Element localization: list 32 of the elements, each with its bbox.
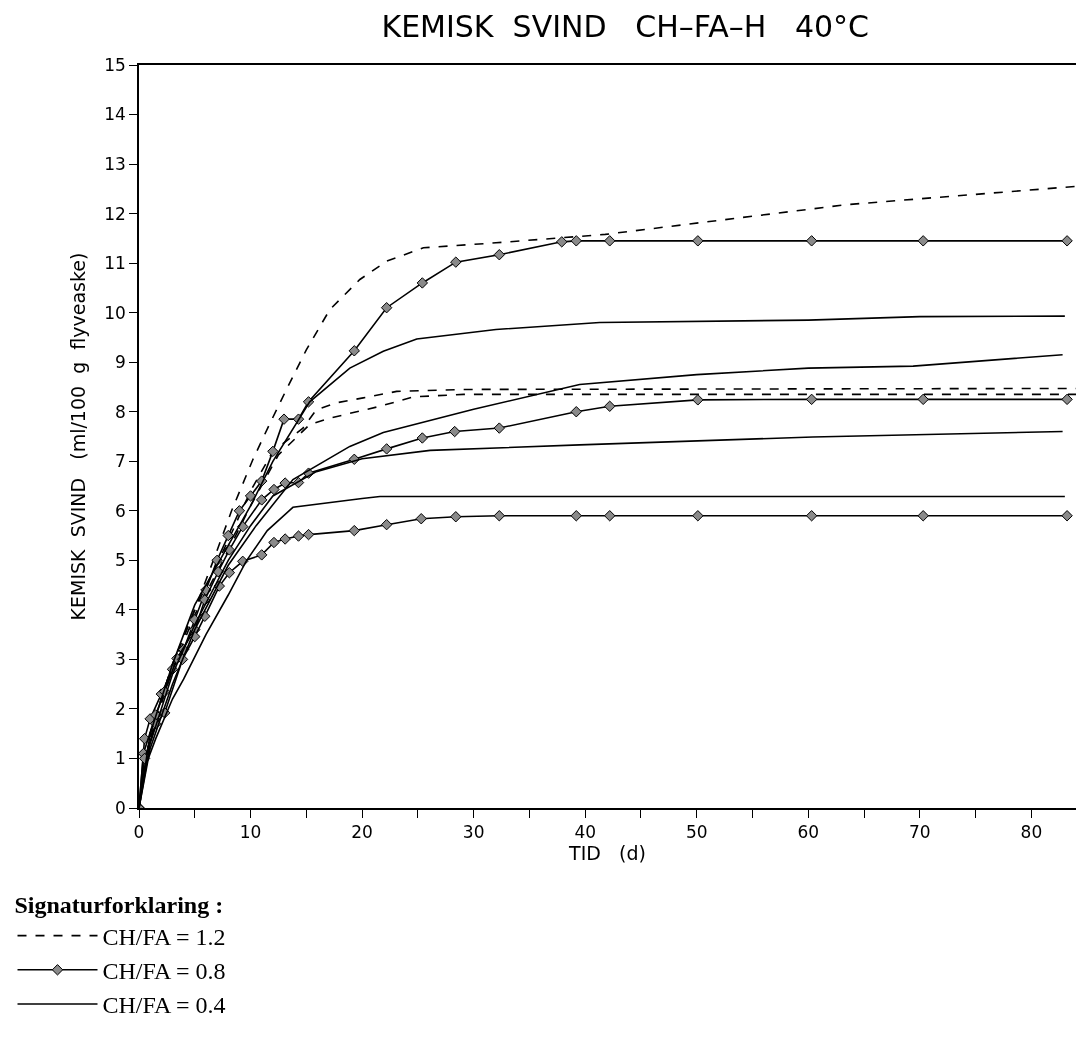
y-tick-label: 7: [115, 451, 126, 472]
y-tick-label: 12: [104, 203, 126, 224]
x-tick-label: 50: [685, 822, 708, 843]
y-tick-label: 2: [115, 698, 126, 719]
y-tick-label: 4: [115, 599, 126, 620]
x-axis-title: TID (d): [568, 842, 646, 865]
y-tick-label: 15: [104, 54, 126, 75]
x-tick-label: 30: [462, 822, 485, 843]
x-tick-label: 80: [1020, 822, 1043, 843]
x-tick-label: 0: [133, 822, 145, 843]
y-tick-label: 5: [115, 550, 126, 571]
y-tick-label: 8: [115, 401, 126, 422]
x-tick-label: 20: [351, 822, 373, 843]
y-tick-label: 14: [104, 104, 126, 125]
y-axis-title: KEMISK SVIND (ml/100 g flyveaske): [66, 252, 89, 621]
chart-title: KEMISK SVIND CH–FA–H 40°C: [381, 8, 870, 44]
y-tick-label: 0: [115, 797, 126, 818]
legend-title: Signaturforklaring :: [14, 892, 224, 919]
x-tick-label: 60: [797, 822, 820, 843]
y-tick-label: 10: [104, 302, 126, 323]
legend-label: CH/FA = 0.8: [102, 958, 226, 985]
y-tick-label: 3: [115, 649, 126, 670]
y-tick-label: 13: [104, 154, 126, 175]
x-tick-label: 10: [239, 822, 262, 843]
y-tick-label: 9: [115, 352, 126, 373]
x-tick-label: 40: [574, 822, 597, 843]
y-tick-label: 1: [115, 748, 126, 769]
y-tick-label: 11: [104, 253, 126, 274]
x-tick-label: 70: [909, 822, 931, 843]
legend-label: CH/FA = 0.4: [102, 992, 226, 1019]
y-tick-label: 6: [115, 500, 126, 521]
legend-label: CH/FA = 1.2: [102, 923, 226, 950]
